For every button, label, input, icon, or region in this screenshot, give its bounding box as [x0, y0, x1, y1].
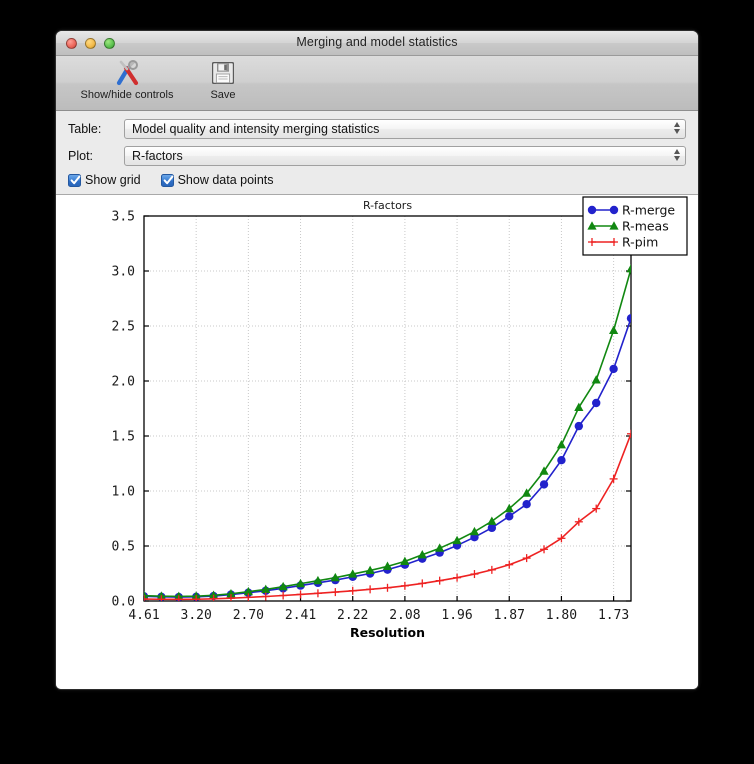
show-grid-checkbox[interactable]: Show grid — [68, 173, 141, 187]
svg-text:1.0: 1.0 — [112, 485, 135, 500]
show-hide-controls-button[interactable]: Show/hide controls — [81, 58, 173, 101]
show-hide-controls-label: Show/hide controls — [80, 89, 174, 101]
r-factors-chart: 0.0 0.5 1.0 1.5 2.0 2.5 3.0 3.5 4.61 3.20 2.70 2.41… — [112, 196, 688, 640]
svg-text:R-meas: R-meas — [622, 219, 669, 234]
chart-container: 0.0 0.5 1.0 1.5 2.0 2.5 3.0 3.5 4.61 3.20 2.70 2.41… — [56, 195, 698, 647]
svg-text:2.70: 2.70 — [233, 608, 264, 623]
table-select[interactable]: Model quality and intensity merging stat… — [124, 119, 686, 139]
close-window-button[interactable] — [66, 38, 77, 49]
svg-text:2.0: 2.0 — [112, 375, 135, 390]
svg-text:Resolution: Resolution — [350, 625, 425, 640]
plot-row: Plot: R-factors — [68, 146, 686, 166]
application-window: Merging and model statistics Show/hid — [55, 30, 699, 690]
svg-text:4.61: 4.61 — [128, 608, 159, 623]
svg-text:2.5: 2.5 — [112, 320, 135, 335]
window-title: Merging and model statistics — [296, 35, 458, 49]
show-data-points-checkbox[interactable]: Show data points — [160, 173, 274, 187]
svg-text:R-pim: R-pim — [622, 235, 658, 250]
maximize-window-button[interactable] — [104, 38, 115, 49]
svg-text:2.41: 2.41 — [285, 608, 316, 623]
stepper-arrows-icon — [674, 149, 680, 161]
svg-text:0.5: 0.5 — [112, 540, 135, 555]
svg-text:1.96: 1.96 — [441, 608, 472, 623]
save-label: Save — [210, 89, 236, 101]
checkmark-icon — [68, 173, 81, 187]
tools-icon — [112, 58, 142, 88]
svg-text:R-factors: R-factors — [363, 199, 412, 212]
show-data-points-label: Show data points — [177, 173, 274, 187]
plot-select[interactable]: R-factors — [124, 146, 686, 166]
controls-panel: Table: Model quality and intensity mergi… — [56, 111, 698, 195]
plot-card: 0.0 0.5 1.0 1.5 2.0 2.5 3.0 3.5 4.61 3.20 2.70 2.41… — [56, 195, 698, 689]
svg-text:1.87: 1.87 — [494, 608, 525, 623]
show-grid-label: Show grid — [85, 173, 141, 187]
minimize-window-button[interactable] — [85, 38, 96, 49]
table-row: Table: Model quality and intensity mergi… — [68, 119, 686, 139]
checkbox-row: Show grid Show data points — [68, 173, 686, 187]
svg-text:2.22: 2.22 — [337, 608, 368, 623]
toolbar: Show/hide controls Save — [56, 56, 698, 111]
plot-select-value: R-factors — [132, 149, 183, 163]
svg-text:2.08: 2.08 — [389, 608, 420, 623]
table-select-value: Model quality and intensity merging stat… — [132, 122, 380, 136]
svg-text:3.5: 3.5 — [112, 210, 135, 225]
svg-text:1.73: 1.73 — [598, 608, 629, 623]
table-label: Table: — [68, 122, 102, 136]
svg-text:R-merge: R-merge — [622, 203, 675, 218]
floppy-disk-save-icon — [209, 58, 237, 88]
save-button[interactable]: Save — [182, 58, 264, 101]
plot-label: Plot: — [68, 149, 94, 163]
svg-text:0.0: 0.0 — [112, 595, 135, 610]
svg-text:1.5: 1.5 — [112, 430, 135, 445]
svg-text:3.0: 3.0 — [112, 265, 135, 280]
svg-text:3.20: 3.20 — [181, 608, 212, 623]
window-titlebar: Merging and model statistics — [56, 31, 698, 56]
stepper-arrows-icon — [674, 122, 680, 134]
svg-text:1.80: 1.80 — [546, 608, 577, 623]
checkmark-icon — [160, 173, 174, 187]
